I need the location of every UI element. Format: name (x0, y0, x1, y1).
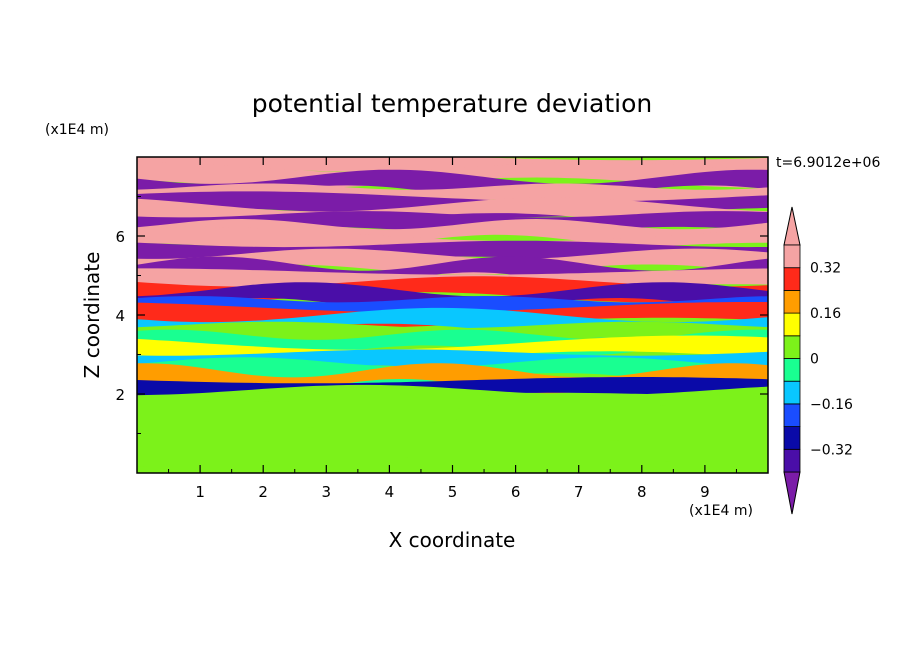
contour-band (137, 398, 768, 429)
colorbar-extend-high (783, 206, 801, 246)
colorbar-tick-label: 0.32 (810, 261, 841, 277)
contour-band (137, 454, 768, 473)
chart-title: potential temperature deviation (252, 89, 652, 118)
colorbar-extend-low (783, 471, 801, 515)
x-tick-label: 3 (322, 483, 332, 501)
colorbar-segment (783, 358, 801, 382)
y-axis: 2 4 6 (115, 196, 768, 434)
colorbar-segment (783, 244, 801, 269)
time-label: t=6.9012e+06 (776, 155, 880, 171)
colorbar-tick-label: −0.16 (810, 397, 853, 413)
colorbar-segment (783, 312, 801, 337)
y-tick-label: 6 (115, 228, 125, 246)
colorbar-segment (783, 403, 801, 427)
x-tick-label: 7 (574, 483, 584, 501)
colorbar-tick-label: 0 (810, 352, 819, 368)
colorbar-segment (783, 380, 801, 405)
colorbar-segment (783, 335, 801, 359)
colorbar-segment (783, 426, 801, 450)
colorbar: 0.32 0.16 0 −0.16 −0.32 (783, 206, 853, 515)
colorbar-segment (783, 289, 801, 314)
x-tick-label: 4 (385, 483, 395, 501)
y-tick-label: 2 (115, 386, 125, 404)
x-tick-label: 5 (448, 483, 458, 501)
x-axis-label: X coordinate (389, 528, 516, 552)
x-axis-unit: (x1E4 m) (689, 503, 753, 519)
x-tick-label: 9 (700, 483, 710, 501)
x-tick-label: 6 (511, 483, 521, 501)
colorbar-tick-label: 0.16 (810, 306, 841, 322)
colorbar-segment (783, 267, 801, 291)
x-tick-label: 8 (637, 483, 647, 501)
x-axis: 1 2 3 4 5 6 7 8 9 (168, 157, 737, 501)
x-tick-label: 2 (258, 483, 268, 501)
y-tick-label: 4 (115, 307, 125, 325)
colorbar-segment (783, 448, 801, 473)
colorbar-tick-label: −0.32 (810, 442, 853, 458)
x-tick-label: 1 (195, 483, 205, 501)
plot-area (137, 157, 768, 473)
y-axis-label: Z coordinate (80, 252, 104, 379)
contour-band (137, 422, 768, 445)
y-axis-unit: (x1E4 m) (45, 122, 109, 138)
